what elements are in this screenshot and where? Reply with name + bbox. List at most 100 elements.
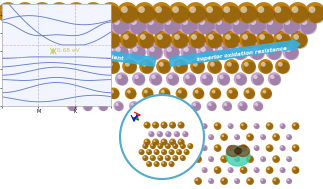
Circle shape	[274, 157, 276, 159]
Circle shape	[274, 156, 280, 163]
Circle shape	[162, 140, 164, 142]
Circle shape	[28, 19, 35, 25]
Circle shape	[287, 179, 289, 181]
Circle shape	[143, 144, 148, 149]
Circle shape	[274, 135, 280, 141]
Circle shape	[246, 90, 249, 94]
Circle shape	[220, 133, 228, 141]
Circle shape	[35, 6, 53, 24]
Circle shape	[132, 72, 145, 85]
Circle shape	[297, 15, 317, 34]
Circle shape	[267, 167, 274, 174]
Circle shape	[187, 143, 193, 149]
Circle shape	[21, 34, 26, 40]
Circle shape	[112, 44, 129, 60]
Circle shape	[138, 6, 145, 13]
Circle shape	[293, 124, 296, 126]
Circle shape	[279, 123, 286, 129]
Circle shape	[47, 46, 61, 60]
Circle shape	[210, 88, 221, 99]
Circle shape	[225, 34, 231, 40]
Circle shape	[208, 156, 214, 162]
Circle shape	[266, 18, 283, 35]
Circle shape	[139, 59, 154, 74]
Circle shape	[161, 15, 180, 34]
Circle shape	[161, 161, 167, 167]
Circle shape	[127, 90, 131, 94]
Circle shape	[144, 90, 154, 99]
Circle shape	[193, 62, 205, 74]
Circle shape	[222, 157, 224, 159]
Circle shape	[215, 168, 218, 170]
Circle shape	[203, 168, 204, 170]
Circle shape	[293, 167, 299, 174]
Circle shape	[292, 122, 299, 130]
Circle shape	[208, 34, 223, 49]
Circle shape	[181, 18, 198, 35]
Circle shape	[17, 31, 35, 48]
Circle shape	[108, 88, 120, 99]
Circle shape	[305, 2, 323, 23]
Circle shape	[215, 146, 222, 152]
Circle shape	[274, 179, 276, 181]
Circle shape	[95, 44, 112, 60]
Circle shape	[66, 2, 87, 23]
Circle shape	[64, 46, 78, 60]
Circle shape	[285, 46, 299, 60]
Circle shape	[156, 59, 171, 74]
Circle shape	[263, 15, 283, 34]
Circle shape	[209, 135, 214, 140]
Circle shape	[104, 6, 111, 13]
Circle shape	[113, 18, 130, 35]
Circle shape	[222, 179, 228, 185]
Circle shape	[19, 6, 26, 13]
Circle shape	[229, 146, 231, 148]
Circle shape	[153, 161, 160, 167]
Circle shape	[143, 122, 151, 129]
Circle shape	[173, 59, 188, 74]
Circle shape	[309, 6, 316, 13]
Circle shape	[183, 132, 185, 134]
Circle shape	[42, 15, 61, 34]
Circle shape	[227, 62, 239, 74]
Circle shape	[123, 34, 129, 40]
Circle shape	[287, 157, 292, 162]
Circle shape	[25, 15, 44, 34]
Circle shape	[274, 179, 280, 185]
Circle shape	[76, 90, 86, 99]
Circle shape	[273, 31, 291, 48]
Circle shape	[69, 103, 77, 111]
Circle shape	[202, 145, 207, 151]
Circle shape	[278, 62, 283, 67]
Circle shape	[108, 62, 113, 67]
Circle shape	[227, 123, 234, 129]
Circle shape	[91, 88, 102, 99]
Circle shape	[301, 19, 307, 25]
Circle shape	[261, 135, 266, 140]
Circle shape	[162, 103, 165, 106]
Circle shape	[229, 168, 231, 170]
Circle shape	[102, 31, 120, 48]
Circle shape	[123, 34, 138, 49]
Circle shape	[236, 2, 257, 23]
Circle shape	[98, 46, 112, 60]
Circle shape	[140, 150, 145, 155]
Circle shape	[15, 2, 36, 23]
Circle shape	[219, 75, 224, 79]
Circle shape	[157, 143, 163, 149]
Circle shape	[255, 146, 260, 151]
Circle shape	[232, 18, 249, 35]
Circle shape	[190, 59, 205, 74]
Circle shape	[236, 75, 241, 79]
Circle shape	[166, 132, 172, 137]
Circle shape	[81, 72, 94, 85]
Circle shape	[300, 18, 317, 35]
Circle shape	[134, 75, 145, 86]
Circle shape	[181, 144, 183, 146]
Circle shape	[241, 146, 244, 148]
Circle shape	[113, 101, 123, 111]
Circle shape	[130, 18, 147, 35]
Circle shape	[173, 131, 180, 137]
Circle shape	[158, 156, 163, 161]
Circle shape	[260, 178, 266, 184]
